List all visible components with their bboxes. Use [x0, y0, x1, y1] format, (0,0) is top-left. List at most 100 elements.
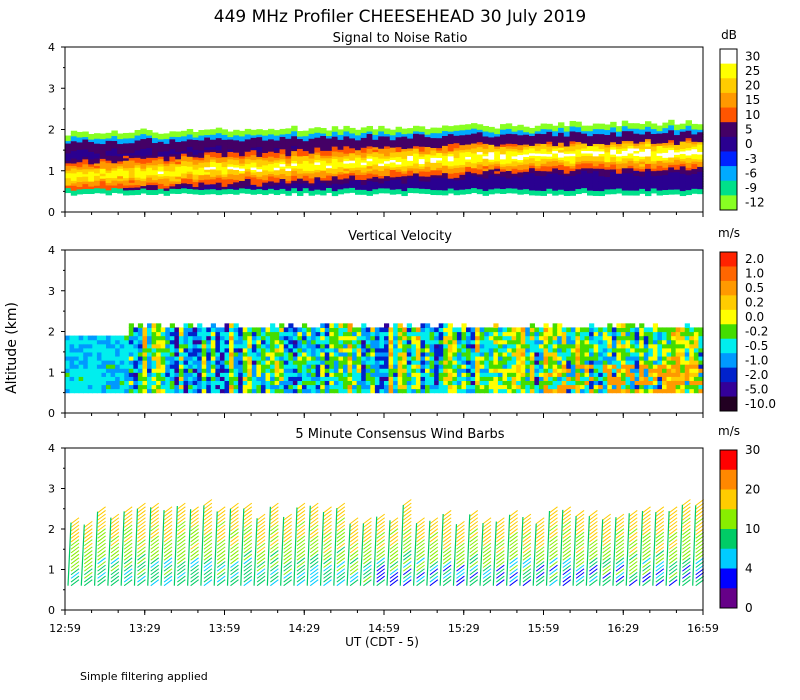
snr-cell [569, 158, 576, 162]
snr-cell [471, 189, 478, 194]
snr-cell [140, 158, 147, 162]
vv-cell [425, 388, 431, 394]
vv-cell [142, 355, 148, 361]
vv-cell [74, 364, 80, 369]
snr-cell [447, 158, 455, 162]
snr-cell [691, 158, 698, 162]
vv-cell [365, 347, 371, 353]
snr-cell [343, 160, 350, 164]
vv-cell [488, 335, 494, 341]
snr-cell [268, 128, 275, 132]
vv-cell [301, 364, 308, 369]
vv-cell [384, 339, 390, 345]
snr-cell [453, 187, 460, 191]
snr-cell [291, 165, 298, 169]
snr-cell [500, 178, 507, 182]
vv-cell [447, 360, 453, 365]
snr-cell [471, 165, 478, 169]
snr-cell [210, 151, 217, 155]
vv-cell [456, 355, 463, 361]
snr-cell [215, 147, 223, 151]
snr-cell [488, 171, 495, 175]
vv-cell [219, 347, 226, 353]
snr-cell [366, 148, 373, 152]
vv-cell [607, 384, 613, 390]
vv-cell [548, 360, 554, 365]
snr-cell [679, 138, 687, 142]
snr-cell [326, 147, 333, 151]
snr-cell [140, 190, 147, 194]
vv-cell [443, 380, 449, 386]
vv-cell [602, 360, 608, 365]
vv-cell [402, 360, 408, 365]
vv-cell [552, 343, 558, 349]
snr-cell [192, 131, 199, 136]
snr-cell [140, 131, 147, 135]
snr-cell [297, 170, 304, 174]
vv-cell [543, 323, 549, 329]
colorbar-swatch [720, 107, 737, 123]
snr-cell [598, 180, 605, 184]
snr-cell [152, 169, 159, 173]
snr-cell [204, 132, 211, 136]
vv-cell [133, 331, 139, 337]
snr-cell [563, 135, 571, 140]
snr-cell [459, 124, 466, 128]
snr-cell [534, 130, 542, 134]
snr-cell [424, 166, 431, 170]
snr-cell [302, 138, 310, 142]
snr-cell [308, 153, 315, 157]
vv-cell [279, 327, 285, 333]
vv-cell [242, 331, 248, 337]
snr-cell [256, 129, 263, 133]
vv-cell [224, 355, 230, 361]
snr-cell [82, 134, 89, 138]
vv-cell [270, 384, 276, 390]
vv-cell [210, 380, 216, 386]
snr-cell [459, 149, 466, 153]
snr-cell [302, 175, 310, 179]
snr-cell [523, 131, 530, 135]
snr-cell [656, 182, 663, 186]
snr-cell [163, 177, 170, 181]
snr-cell [395, 163, 402, 167]
snr-cell [337, 159, 344, 163]
vv-cell [342, 360, 349, 365]
vv-cell [429, 347, 435, 353]
snr-cell [558, 169, 565, 173]
vv-cell [219, 388, 226, 394]
snr-cell [604, 159, 611, 163]
snr-cell [123, 132, 130, 137]
snr-cell [511, 131, 518, 135]
snr-cell [244, 153, 252, 157]
vv-cell [156, 343, 162, 349]
vv-cell [566, 376, 572, 381]
vv-cell [133, 335, 139, 341]
vv-cell [443, 355, 449, 361]
vv-cell [78, 355, 84, 361]
vv-cell [379, 368, 385, 373]
snr-cell [279, 175, 286, 180]
vv-cell [534, 355, 540, 361]
snr-cell [476, 131, 484, 135]
snr-cell [418, 156, 426, 160]
snr-cell [616, 131, 623, 135]
snr-cell [621, 130, 629, 134]
vv-cell [306, 351, 312, 357]
snr-cell [598, 158, 605, 162]
vv-cell [297, 384, 303, 390]
snr-cell [581, 147, 588, 152]
snr-cell [146, 142, 153, 146]
snr-cell [204, 186, 211, 190]
snr-cell [76, 131, 83, 136]
colorbar-label: -9 [745, 181, 757, 195]
snr-cell [401, 136, 408, 140]
vv-cell [160, 360, 166, 365]
snr-cell [372, 144, 379, 148]
snr-cell [82, 181, 89, 185]
vv-cell [251, 384, 257, 390]
snr-cell [186, 163, 194, 167]
snr-cell [517, 139, 524, 143]
snr-cell [558, 184, 565, 188]
snr-cell [308, 155, 315, 159]
